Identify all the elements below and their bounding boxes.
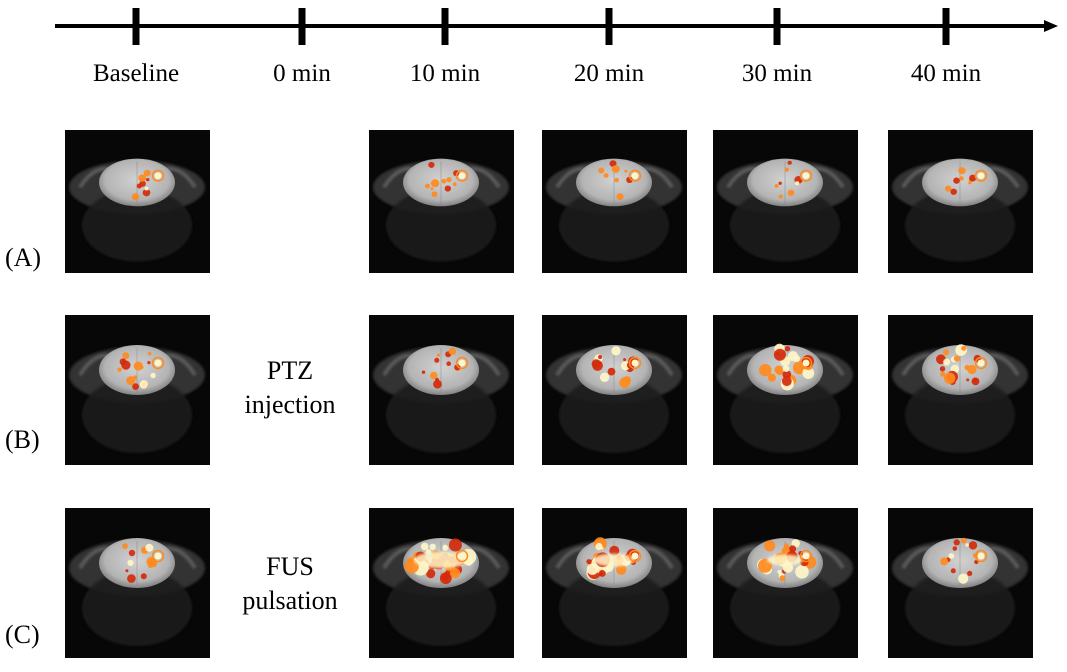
mri-scan-image bbox=[64, 315, 210, 465]
mri-scan-image bbox=[712, 130, 858, 273]
mri-scan-image bbox=[887, 130, 1033, 273]
mri-scan-image bbox=[541, 130, 687, 273]
timeline-ticks bbox=[132, 8, 950, 45]
mri-scan-image bbox=[368, 508, 514, 658]
row-label: (C) bbox=[5, 620, 40, 649]
mri-scan-image bbox=[368, 315, 514, 465]
mri-scan-image bbox=[64, 130, 210, 273]
annotation-line: PTZ bbox=[266, 356, 314, 385]
mri-scan-image bbox=[887, 508, 1033, 658]
annotation-line: pulsation bbox=[242, 586, 338, 615]
mri-scan-image bbox=[712, 315, 858, 465]
row-annotation: PTZ injection bbox=[225, 354, 355, 422]
timeline-arrowhead bbox=[1044, 20, 1058, 32]
timeline-axis bbox=[55, 8, 1058, 45]
annotation-line: FUS bbox=[266, 552, 314, 581]
row-label: (A) bbox=[5, 243, 42, 272]
mri-scan-image bbox=[541, 508, 687, 658]
annotation-line: injection bbox=[244, 390, 336, 419]
row-label: (B) bbox=[5, 425, 40, 454]
timeline-tick-label: Baseline bbox=[92, 60, 180, 87]
mri-scan-image bbox=[368, 130, 514, 273]
timeline-tick-label: 30 min bbox=[741, 60, 813, 87]
mri-scan-image bbox=[541, 315, 687, 465]
timeline-tick-label: 20 min bbox=[573, 60, 645, 87]
row-annotation: FUS pulsation bbox=[225, 550, 355, 618]
timeline-tick-label: 0 min bbox=[273, 60, 331, 87]
timeline-tick-label: 10 min bbox=[409, 60, 481, 87]
mri-scan-image bbox=[64, 508, 210, 658]
timeline-tick-label: 40 min bbox=[910, 60, 982, 87]
mri-scan-image bbox=[887, 315, 1033, 465]
mri-scan-image bbox=[712, 508, 858, 658]
